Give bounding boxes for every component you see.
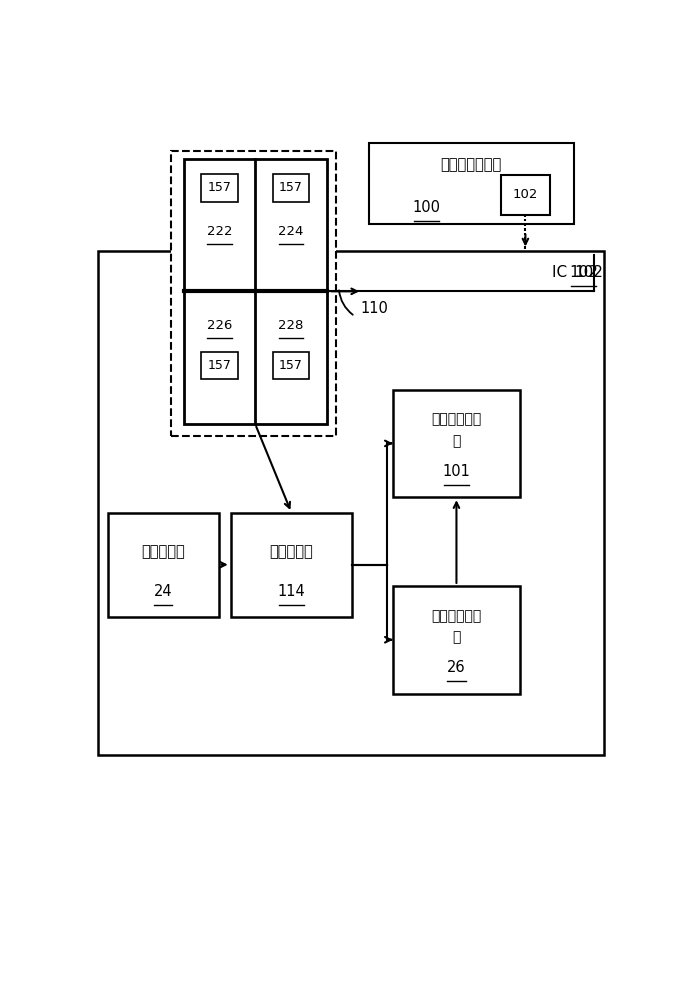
Text: 114: 114 [278,584,305,599]
Text: 157: 157 [279,359,303,372]
Bar [393,389,520,497]
Bar [184,159,327,424]
Bar [273,174,309,202]
Bar [171,151,336,436]
Text: 102: 102 [574,265,603,280]
Text: 228: 228 [279,319,304,332]
Bar [230,513,352,617]
Text: 226: 226 [207,319,232,332]
Bar [98,251,604,755]
Text: 102: 102 [569,265,597,280]
Bar [201,352,238,379]
Text: 157: 157 [207,359,231,372]
Bar [273,352,309,379]
Text: 102: 102 [513,188,538,201]
Text: 传感器模块: 传感器模块 [142,544,185,559]
Text: 157: 157 [279,181,303,194]
Bar [369,143,574,224]
Text: 可穿戴计算设备: 可穿戴计算设备 [440,157,502,172]
Bar [393,586,520,694]
Text: 监测器模块: 监测器模块 [269,544,313,559]
Bar [201,174,238,202]
Text: IC: IC [553,265,572,280]
Text: 块: 块 [452,631,461,645]
Text: 块: 块 [452,434,461,448]
Text: 224: 224 [279,225,304,238]
Text: 100: 100 [412,200,440,215]
Text: 接近度确定模: 接近度确定模 [431,609,482,623]
Text: 26: 26 [447,660,466,675]
Text: 110: 110 [360,301,388,316]
Text: 157: 157 [207,181,231,194]
Bar [501,175,550,215]
Text: 101: 101 [443,464,470,479]
Bar [107,513,218,617]
Text: 热策略管理模: 热策略管理模 [431,413,482,427]
Text: 222: 222 [207,225,232,238]
Text: 24: 24 [154,584,172,599]
